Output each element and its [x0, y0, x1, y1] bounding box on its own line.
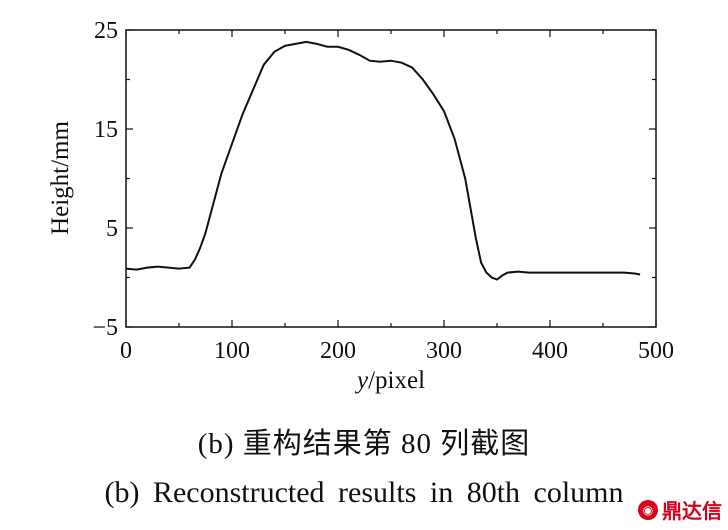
x-tick-label: 200 — [320, 338, 356, 364]
series-line — [125, 40, 641, 281]
caption-chinese: (b) 重构结果第 80 列截图 — [197, 428, 531, 460]
watermark: ◉ 鼎达信 — [638, 495, 722, 524]
x-tick-label: 500 — [638, 338, 674, 364]
axis-tick-labels: 0 100 200 300 400 500 25 15 5 −5 — [92, 18, 674, 364]
logo-icon: ◉ — [638, 499, 658, 520]
chart: 0 100 200 300 400 500 25 15 5 −5 y/pixel Height/m… — [47, 18, 674, 394]
x-tick-label: 0 — [120, 338, 132, 364]
x-tick-label: 100 — [214, 338, 250, 364]
y-tick-label: 25 — [94, 18, 118, 44]
axis-ticks — [125, 29, 657, 328]
y-tick-label: 15 — [94, 117, 118, 143]
x-tick-label: 300 — [426, 338, 462, 364]
caption-english: (b) Reconstructed results in 80th column — [104, 476, 624, 509]
y-tick-label: −5 — [92, 315, 118, 341]
plot-frame — [125, 29, 657, 328]
x-tick-label: 400 — [532, 338, 568, 364]
y-tick-label: 5 — [106, 216, 118, 242]
y-axis-label: Height/mm — [47, 121, 74, 235]
watermark-text: 鼎达信 — [662, 499, 722, 523]
x-axis-label: y/pixel — [354, 367, 425, 394]
